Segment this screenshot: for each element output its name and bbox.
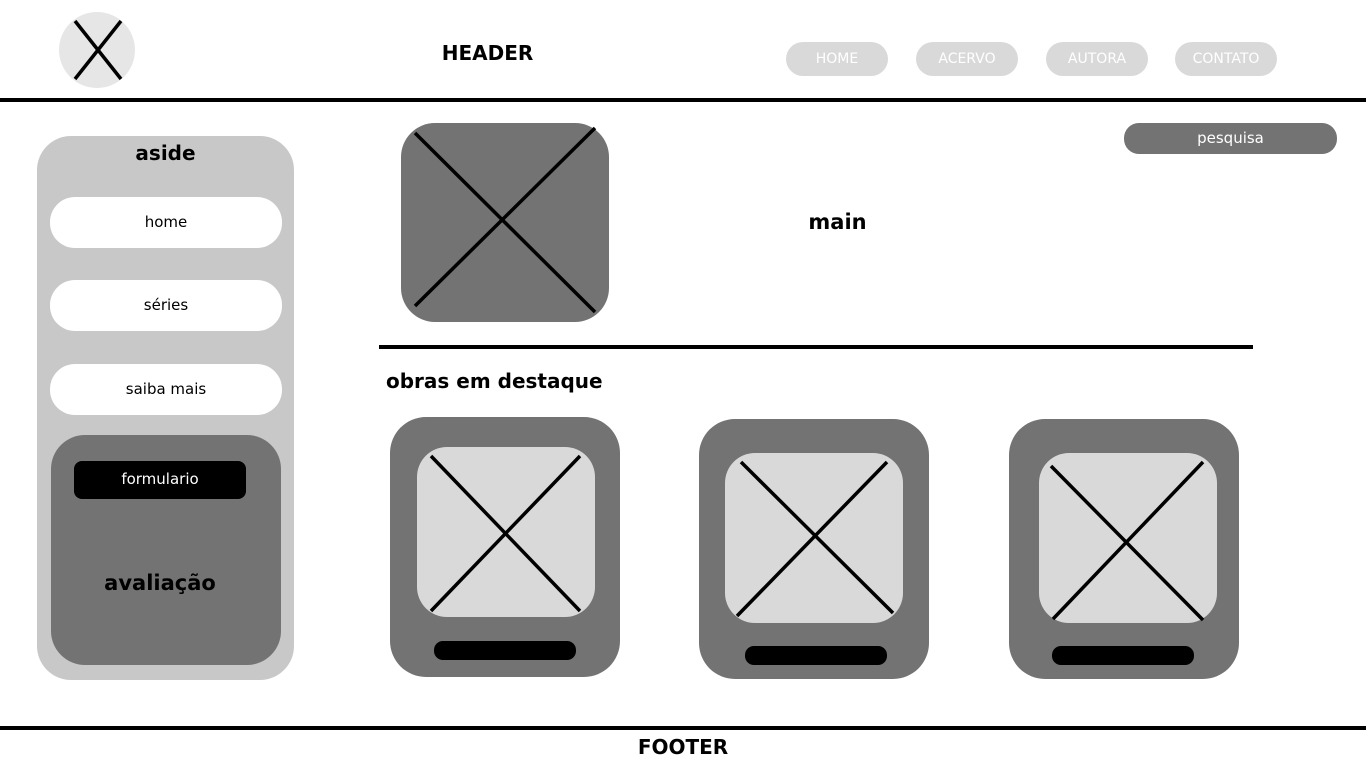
featured-card-caption-bar [434,641,576,660]
footer-title: FOOTER [637,735,729,759]
aside-title: aside [135,141,196,165]
form-button[interactable]: formulario [74,461,246,499]
header-logo[interactable] [59,12,135,88]
featured-card-caption-bar [745,646,887,665]
featured-title: obras em destaque [386,369,603,393]
search-button[interactable]: pesquisa [1124,123,1337,154]
image-placeholder-icon [73,19,123,81]
nav-home[interactable]: HOME [786,42,888,76]
aside-item-series[interactable]: séries [50,280,282,331]
nav-contato[interactable]: CONTATO [1175,42,1277,76]
image-placeholder-icon [413,126,597,314]
main-divider [379,345,1253,349]
featured-card-caption-bar [1052,646,1194,665]
featured-card-image [725,453,903,623]
main-title: main [808,210,867,234]
header-divider [0,98,1366,102]
aside-item-saiba-mais[interactable]: saiba mais [50,364,282,415]
nav-autora[interactable]: AUTORA [1046,42,1148,76]
aside-item-home[interactable]: home [50,197,282,248]
featured-card-image [1039,453,1217,623]
main-image [401,123,609,322]
image-placeholder-icon [735,460,895,618]
nav-acervo[interactable]: ACERVO [916,42,1018,76]
rating-title: avaliação [104,571,216,595]
header-title: HEADER [441,41,534,65]
featured-card-image [417,447,595,617]
image-placeholder-icon [1049,460,1205,622]
footer-divider [0,726,1366,730]
image-placeholder-icon [429,454,582,613]
